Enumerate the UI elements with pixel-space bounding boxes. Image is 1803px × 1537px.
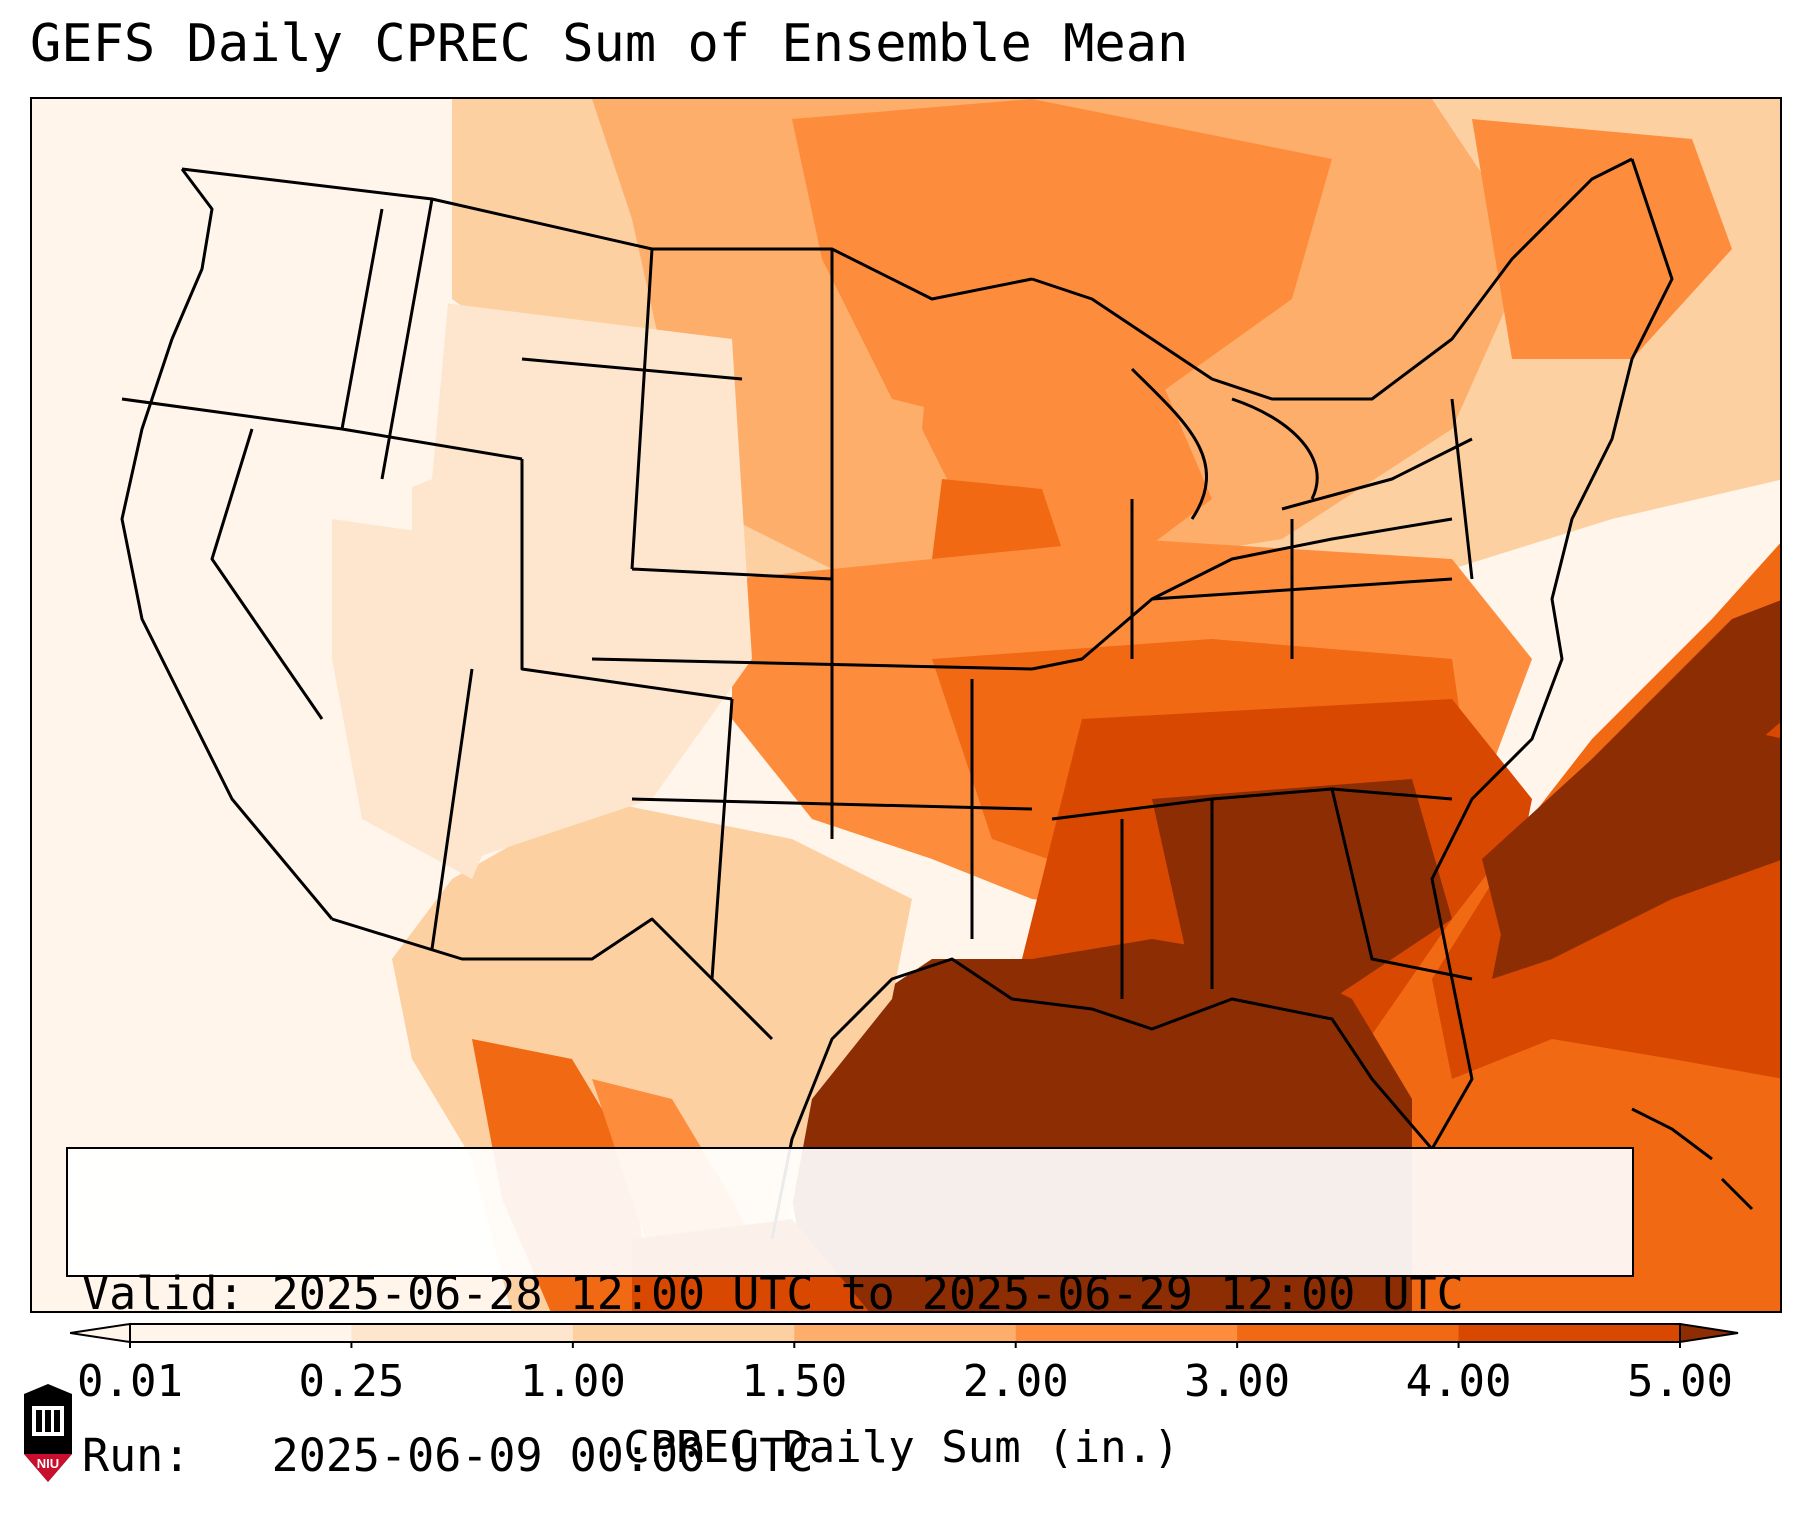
- run-time-text: Run: 2025-06-09 00:00 UTC: [82, 1429, 814, 1482]
- colorbar-segment: [572, 1324, 795, 1342]
- colorbar-border: [129, 1323, 1681, 1343]
- colorbar-tick-label: 1.00: [519, 1356, 626, 1407]
- colorbar-tick-label: 2.00: [962, 1356, 1069, 1407]
- colorbar-segment: [130, 1324, 352, 1342]
- colorbar-tick-label: 4.00: [1405, 1356, 1512, 1407]
- colorbar-segment: [1237, 1324, 1460, 1342]
- colorbar-segment: [1458, 1324, 1681, 1342]
- precipitation-map: [30, 97, 1782, 1313]
- colorbar-tick-label: 3.00: [1184, 1356, 1291, 1407]
- state-borders: [120, 157, 1674, 1240]
- map-title: GEFS Daily CPREC Sum of Ensemble Mean: [30, 14, 1189, 74]
- colorbar-tick-label: 0.25: [298, 1356, 405, 1407]
- colorbar-under-arrow: [70, 1322, 131, 1344]
- colorbar-tick-label: 0.01: [77, 1356, 183, 1407]
- colorbar-tick-label: 1.50: [741, 1356, 848, 1407]
- colorbar-label: CPREC Daily Sum (in.): [623, 1422, 1180, 1473]
- colorbar-segment: [794, 1324, 1017, 1342]
- valid-time-text: Valid: 2025-06-28 12:00 UTC to 2025-06-2…: [82, 1267, 1464, 1320]
- colorbar-segment: [351, 1324, 574, 1342]
- map-canvas: [32, 99, 1780, 1311]
- colorbar-tick-label: 5.00: [1627, 1356, 1733, 1407]
- niu-logo: NIU: [24, 1384, 72, 1482]
- colorbar-over-arrow: [1679, 1322, 1739, 1344]
- colorbar-segment: [1015, 1324, 1238, 1342]
- svg-text:NIU: NIU: [37, 1456, 59, 1471]
- valid-run-info-box: Valid: 2025-06-28 12:00 UTC to 2025-06-2…: [66, 1147, 1634, 1482]
- caribbean-islands: [1631, 1107, 1754, 1211]
- colorbar: [70, 1322, 1739, 1348]
